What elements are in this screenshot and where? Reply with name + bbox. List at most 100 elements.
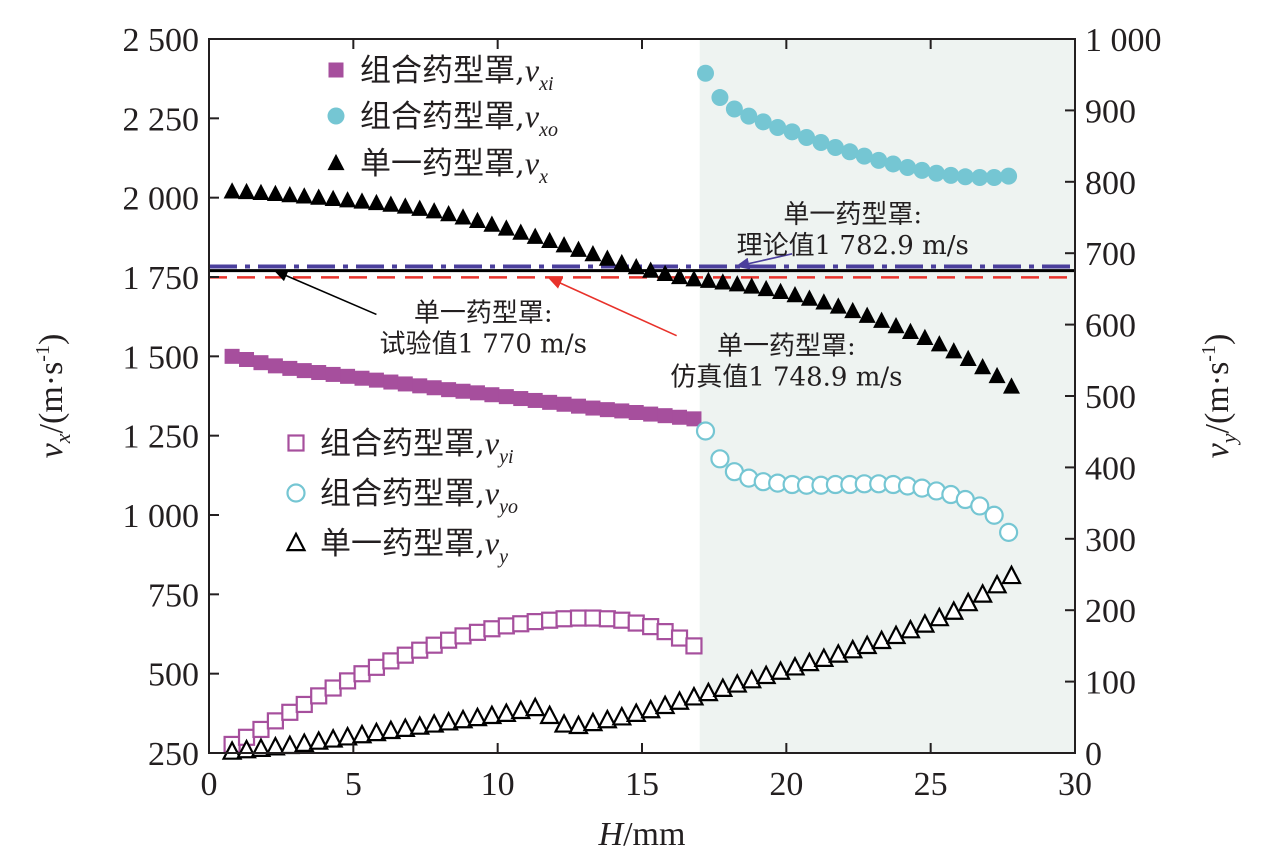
annotation-line2: 理论值1 782.9 m/s — [737, 231, 969, 261]
ylabel_right-var: v — [1199, 442, 1236, 458]
data-point — [354, 370, 370, 386]
data-point — [308, 730, 330, 750]
data-point — [510, 699, 532, 720]
data-point — [282, 360, 298, 376]
data-point — [570, 398, 586, 414]
legend-label: 组合药型罩,vyo — [320, 475, 518, 518]
data-point — [265, 735, 286, 756]
data-point — [469, 385, 485, 401]
data-point — [266, 184, 284, 201]
annotation-arrow — [547, 277, 677, 337]
legend-sub: x — [538, 166, 548, 188]
legend-name: 单一药型罩, — [320, 526, 485, 562]
tick-labels: 0 5 10 15 20 25 30 250 500 750 1 000 1 250 1 500 1 75… — [123, 22, 1162, 803]
legend-sub: xo — [538, 119, 558, 141]
data-point — [483, 215, 501, 232]
data-point — [813, 647, 835, 667]
data-point — [281, 186, 299, 203]
data-point — [295, 695, 313, 714]
data-point — [438, 710, 459, 731]
data-point — [484, 387, 500, 403]
data-point — [613, 253, 631, 271]
data-point — [829, 297, 847, 314]
data-point — [397, 376, 413, 392]
data-point — [627, 258, 645, 275]
legend-label: 组合药型罩,vyi — [320, 425, 514, 468]
legend-label: 组合药型罩,vxi — [360, 52, 554, 95]
series-xo — [697, 64, 1018, 187]
y-right-tick-label: 900 — [1085, 93, 1136, 130]
data-point — [512, 223, 530, 240]
data-point — [985, 169, 1003, 187]
data-point — [699, 271, 717, 288]
data-point — [324, 679, 342, 697]
data-point — [642, 261, 660, 278]
data-point — [411, 641, 429, 659]
data-point — [885, 624, 907, 645]
data-point — [916, 328, 934, 346]
ylabel_right-sub: y — [1216, 433, 1241, 445]
data-point — [439, 631, 458, 649]
y-right-tick-label: 200 — [1085, 593, 1136, 630]
data-point — [930, 335, 948, 352]
data-point — [224, 348, 240, 364]
data-point — [441, 382, 457, 398]
legend-sub: xi — [538, 73, 553, 95]
data-point — [972, 582, 993, 603]
ylabel_left-exp: -1 — [32, 345, 54, 362]
data-point — [711, 89, 729, 107]
x-axis-unit: /mm — [623, 816, 685, 853]
data-point — [672, 409, 688, 425]
data-point — [613, 611, 631, 629]
data-point — [642, 618, 660, 636]
data-point — [252, 183, 270, 201]
ylabel_left-label: vx/(m·s-1) — [32, 334, 75, 459]
legend-var: v — [485, 425, 500, 461]
data-point — [541, 611, 559, 629]
legend-label: 单一药型罩,vx — [360, 145, 548, 188]
data-point — [685, 637, 703, 655]
data-point — [496, 702, 517, 722]
data-point — [683, 685, 705, 706]
data-point — [957, 591, 979, 612]
data-point — [569, 609, 588, 627]
data-point — [425, 636, 443, 654]
y-left-tick-label: 250 — [148, 736, 199, 773]
data-point — [454, 208, 472, 225]
x-tick-label: 10 — [481, 766, 515, 803]
data-point — [281, 703, 299, 721]
data-point — [654, 694, 676, 715]
data-point — [599, 402, 615, 418]
data-point — [1002, 377, 1020, 394]
data-point — [325, 366, 341, 382]
data-point — [901, 322, 919, 340]
data-point — [339, 191, 357, 208]
legend-name: 组合药型罩, — [360, 99, 525, 135]
legend-marker — [287, 434, 305, 452]
legend-marker — [286, 483, 306, 503]
data-point — [497, 219, 515, 236]
annotation-1: 单一药型罩:试验值1 770 m/s — [273, 270, 587, 359]
data-point — [798, 129, 816, 147]
data-point — [481, 704, 503, 725]
data-point — [452, 708, 474, 729]
data-point — [971, 169, 989, 187]
data-point — [266, 712, 284, 730]
data-point — [741, 668, 763, 689]
data-point — [697, 64, 715, 82]
data-point — [1000, 167, 1018, 185]
data-point — [899, 159, 917, 177]
data-point — [870, 151, 888, 169]
series-x — [223, 182, 1020, 394]
legend-name: 组合药型罩, — [360, 53, 525, 89]
data-point — [351, 723, 373, 744]
data-point — [368, 372, 384, 388]
legend-entry-yi: 组合药型罩,vyi — [287, 425, 514, 468]
data-point — [394, 717, 416, 737]
data-point — [628, 405, 644, 421]
data-point — [253, 355, 269, 371]
y-right-tick-label: 600 — [1085, 308, 1136, 345]
ylabel_right-close: ) — [1199, 334, 1236, 345]
data-point — [959, 349, 977, 366]
